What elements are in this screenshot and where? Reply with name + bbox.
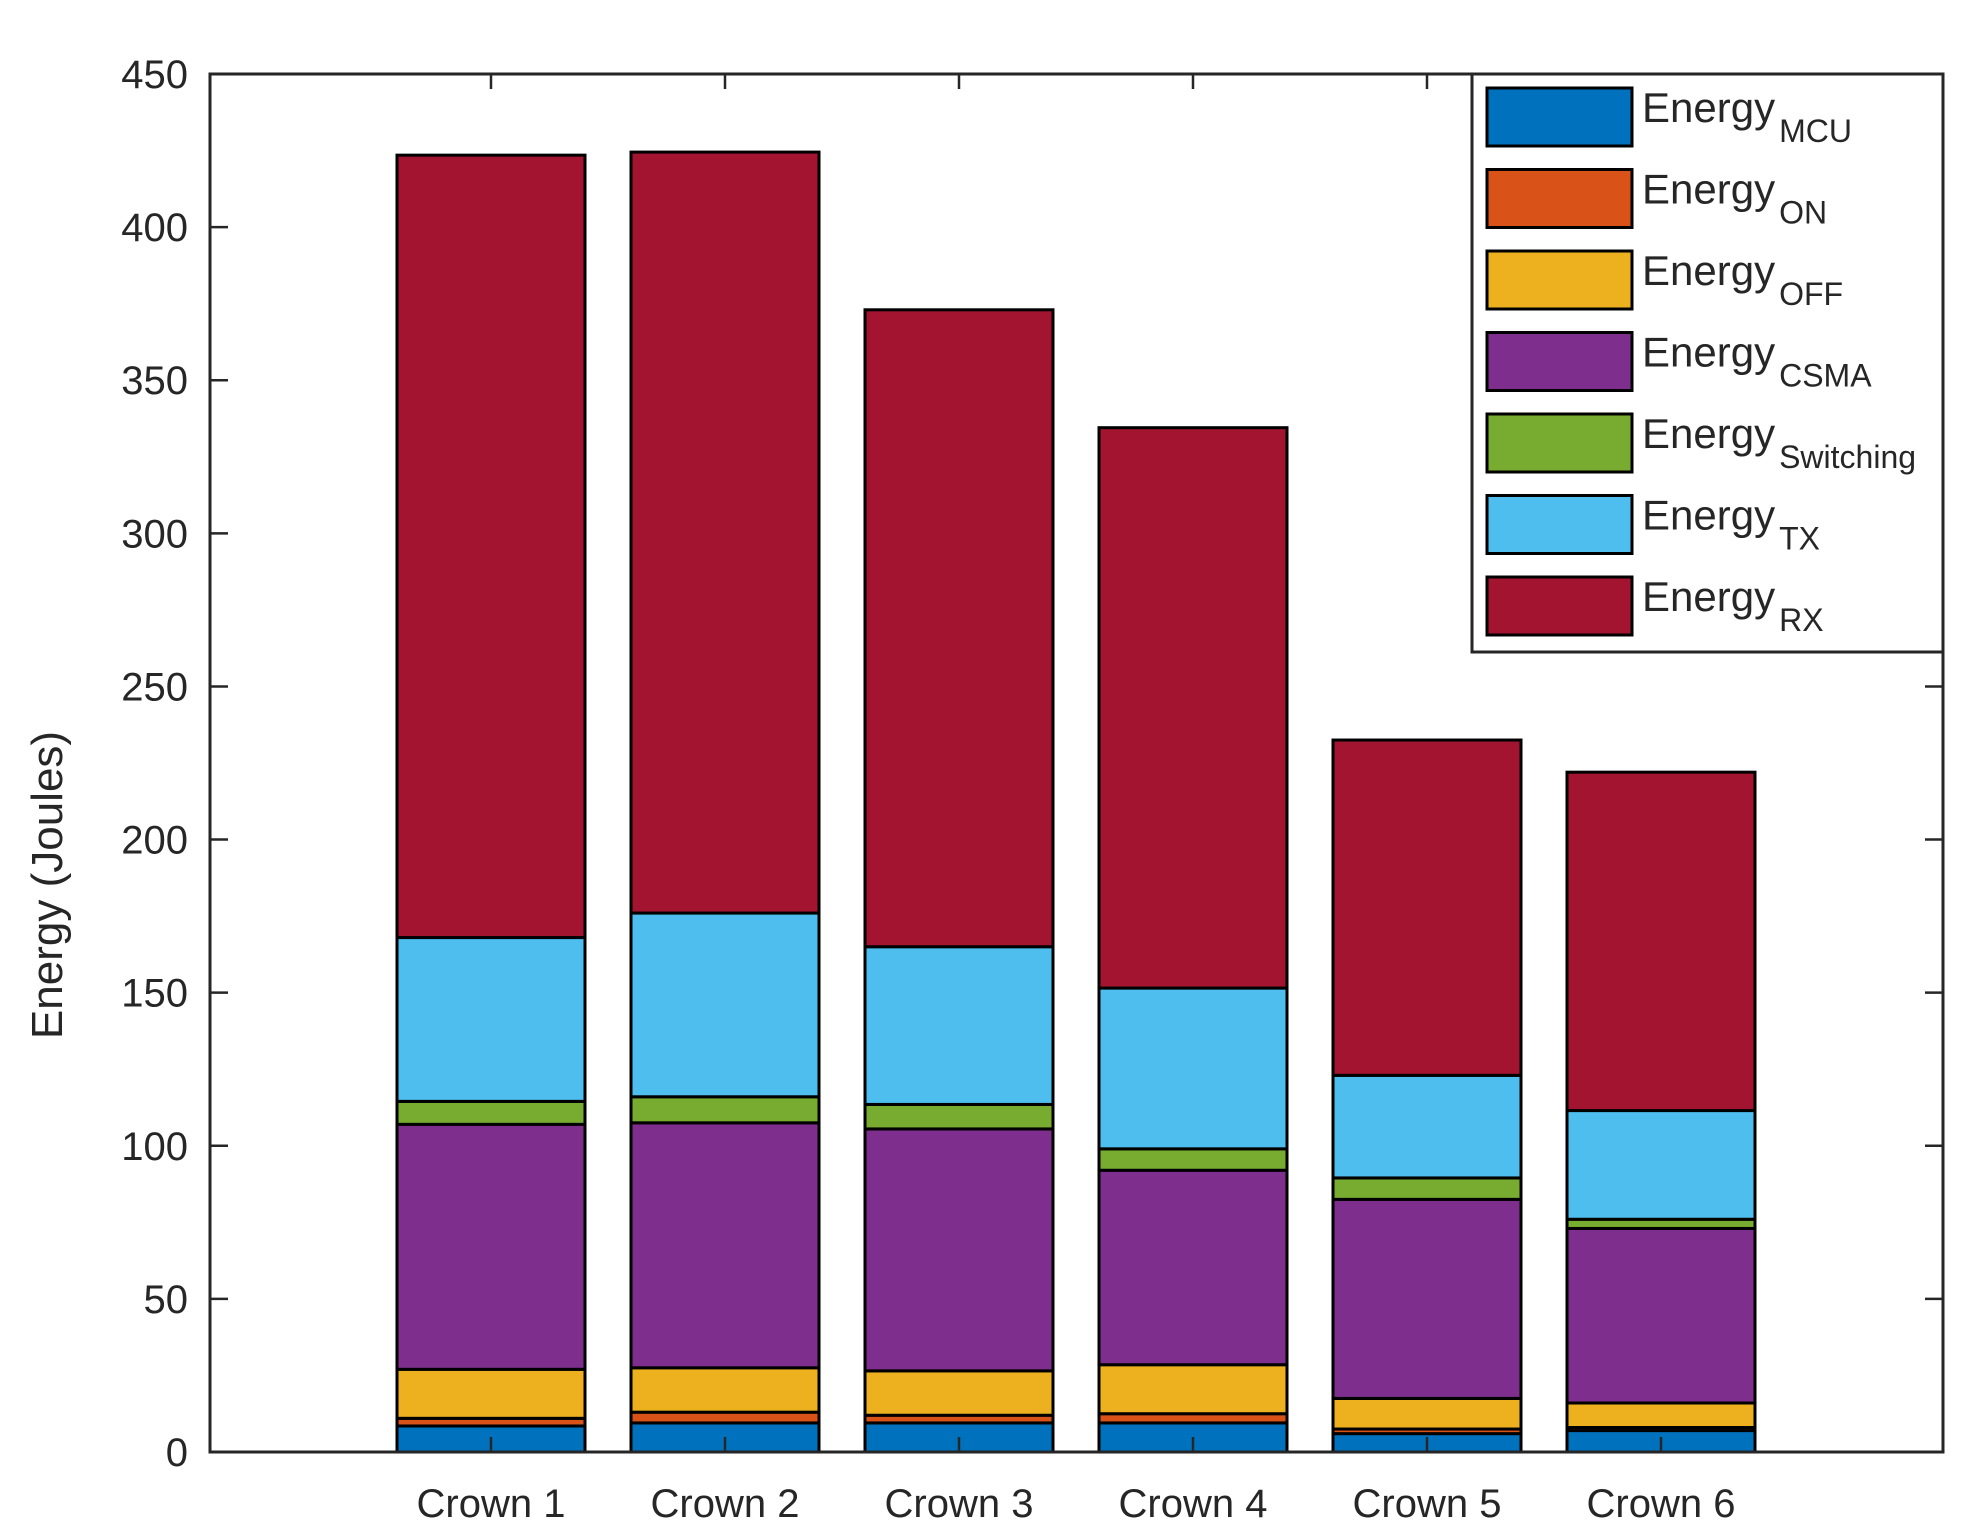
bar-segment-rx-1 — [395, 153, 587, 940]
bar-segment-off-1 — [395, 1367, 587, 1420]
y-tick-label: 150 — [121, 972, 188, 1016]
bar-segment-switching-4 — [1097, 1147, 1289, 1172]
y-tick-label: 0 — [166, 1431, 188, 1475]
legend-swatch-off — [1485, 249, 1634, 311]
bar-segment-tx-1 — [395, 936, 587, 1103]
y-tick-label: 450 — [121, 53, 188, 97]
bar-segment-switching-1 — [395, 1099, 587, 1126]
bar-segment-csma-2 — [629, 1121, 821, 1370]
y-tick-label: 350 — [121, 359, 188, 403]
legend-swatch-csma — [1485, 331, 1634, 392]
x-tick-label: Crown 3 — [885, 1482, 1034, 1526]
bar-segment-tx-3 — [863, 945, 1055, 1106]
bar-segment-off-3 — [863, 1369, 1055, 1417]
legend-swatch-switching — [1485, 412, 1634, 474]
x-tick-label: Crown 1 — [417, 1482, 566, 1526]
bars-group — [395, 150, 1757, 1454]
bar-segment-rx-6 — [1565, 770, 1757, 1113]
legend-swatch-rx — [1485, 575, 1634, 637]
y-tick-label: 100 — [121, 1125, 188, 1169]
bar-segment-on-2 — [629, 1410, 821, 1425]
bar-segment-rx-5 — [1331, 738, 1523, 1077]
plot-frame — [208, 72, 1945, 1454]
y-tick-label: 400 — [121, 206, 188, 250]
bar-segment-off-4 — [1097, 1363, 1289, 1416]
bar-segment-off-5 — [1331, 1396, 1523, 1431]
bar-segment-rx-4 — [1097, 426, 1289, 990]
bar-segment-tx-2 — [629, 911, 821, 1099]
bar-segment-tx-5 — [1331, 1073, 1523, 1180]
bar-segment-csma-4 — [1097, 1168, 1289, 1367]
bar-segment-off-2 — [629, 1366, 821, 1414]
y-tick-label: 250 — [121, 665, 188, 709]
legend-swatch-on — [1485, 168, 1634, 229]
bar-segment-rx-3 — [863, 308, 1055, 949]
y-tick-label: 300 — [121, 512, 188, 556]
bar-segment-switching-3 — [863, 1102, 1055, 1131]
bar-segment-csma-3 — [863, 1127, 1055, 1373]
legend-swatch-tx — [1485, 494, 1634, 555]
y-tick-label: 200 — [121, 819, 188, 863]
bar-segment-tx-6 — [1565, 1109, 1757, 1221]
bar-segment-switching-5 — [1331, 1176, 1523, 1201]
bar-segment-csma-5 — [1331, 1197, 1523, 1400]
bar-segment-tx-4 — [1097, 986, 1289, 1151]
bar-segment-off-6 — [1565, 1401, 1757, 1430]
x-tick-label: Crown 4 — [1119, 1482, 1268, 1526]
bar-segment-csma-6 — [1565, 1226, 1757, 1405]
axes-group: Crown 1 Crown 2 Crown 3 Crown 4 Crown 5 Crown… — [121, 53, 1945, 1526]
legend-swatch-mcu — [1485, 86, 1634, 148]
y-tick-label: 50 — [144, 1278, 189, 1322]
bar-segment-rx-2 — [629, 150, 821, 915]
x-tick-label: Crown 5 — [1353, 1482, 1502, 1526]
y-axis-label: Energy (Joules) — [23, 731, 72, 1039]
bar-segment-switching-2 — [629, 1095, 821, 1125]
x-tick-label: Crown 2 — [651, 1482, 800, 1526]
bar-segment-csma-1 — [395, 1122, 587, 1371]
x-tick-label: Crown 6 — [1587, 1482, 1736, 1526]
